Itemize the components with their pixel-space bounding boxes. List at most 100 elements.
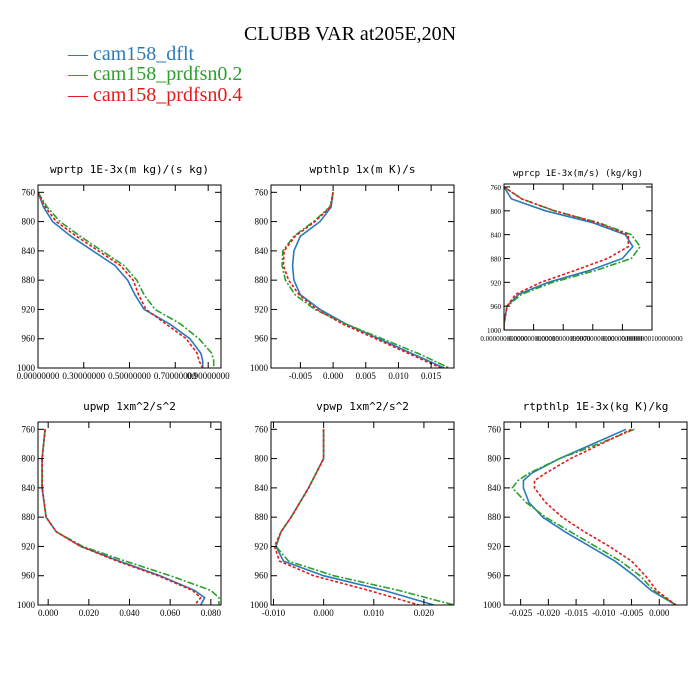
panel-2-series-2 xyxy=(504,186,630,330)
panels: wprtp 1E-3x(m kg)/(s kg) 760 800 840 880 920 9… xyxy=(17,163,688,618)
panel-frame-4 xyxy=(270,421,455,606)
panel-0-ytick-1: 800 xyxy=(22,217,36,227)
panel-0-series-2 xyxy=(38,191,204,368)
panel-0-ytick-0: 760 xyxy=(22,187,36,197)
panel-5-ytick-6: 1000 xyxy=(483,600,502,610)
panel-5-ytick-5: 960 xyxy=(488,571,502,581)
panel-5-xtick-3: -0.010 xyxy=(592,608,616,618)
panel-5-xtick-5: 0.000 xyxy=(649,608,670,618)
panel-0-ytick-5: 960 xyxy=(22,334,36,344)
panel-0-series-1 xyxy=(38,191,215,368)
panel-2-xtick-5: 0.0000000100000000 xyxy=(621,335,683,343)
panel-4-series-2 xyxy=(273,429,420,605)
panel-1-series-2 xyxy=(282,192,442,368)
panel-4-ytick-5: 960 xyxy=(255,571,269,581)
panel-2-ytick-3: 880 xyxy=(491,255,502,263)
panel-1-xtick-0: -0.005 xyxy=(289,371,313,381)
panel-3-ytick-3: 880 xyxy=(22,512,36,522)
panel-1-series-0 xyxy=(291,192,445,368)
panel-1-ytick-2: 840 xyxy=(255,246,269,256)
panel-3-ytick-5: 960 xyxy=(22,571,36,581)
panel-2-ytick-5: 960 xyxy=(491,303,502,311)
panel-1-series-1 xyxy=(281,192,450,368)
panel-3-series-1 xyxy=(41,429,220,605)
panel-4-xtick-2: 0.010 xyxy=(364,608,385,618)
panel-5: rtpthlp 1E-3x(kg K)/kg 760 800 840 880 920 960… xyxy=(483,400,688,618)
panel-title-3: upwp 1xm^2/s^2 xyxy=(83,400,176,413)
panel-4-series-1 xyxy=(275,429,454,605)
legend: — cam158_dflt— cam158_prdfsn0.2— cam158_… xyxy=(67,43,242,106)
panel-0-xtick-2: 0.50000000 xyxy=(108,371,151,381)
panel-2-ytick-2: 840 xyxy=(491,232,502,240)
panel-4-ytick-4: 920 xyxy=(255,541,269,551)
panel-title-4: vpwp 1xm^2/s^2 xyxy=(316,400,409,413)
panel-3-ytick-1: 800 xyxy=(22,454,36,464)
panel-0-xtick-1: 0.30000000 xyxy=(62,371,105,381)
panel-frame-5 xyxy=(503,421,688,606)
panel-2-xtick-2: 0.00000000099970 xyxy=(536,335,591,343)
panel-4: vpwp 1xm^2/s^2 760 800 840 880 920 960 1000-0.0… xyxy=(250,400,455,618)
panel-5-ytick-0: 760 xyxy=(488,424,502,434)
panel-5-series-1 xyxy=(511,428,677,605)
panel-5-ytick-2: 840 xyxy=(488,483,502,493)
panel-2-ytick-1: 800 xyxy=(491,208,502,216)
panel-2-ytick-6: 1000 xyxy=(487,327,502,335)
panel-3-xtick-4: 0.080 xyxy=(201,608,222,618)
panel-2-xtick-3: 0.00000000000 xyxy=(571,335,615,343)
panel-title-2: wprcp 1E-3x(m/s) (kg/kg) xyxy=(513,169,643,179)
panel-5-series-2 xyxy=(533,428,677,605)
panel-2-series-1 xyxy=(504,186,642,330)
panel-1-ytick-3: 880 xyxy=(255,275,269,285)
panel-2-xtick-0: 0.000000000000 xyxy=(480,335,528,343)
panel-5-series-0 xyxy=(522,428,677,605)
panel-title-5: rtpthlp 1E-3x(kg K)/kg xyxy=(523,400,669,413)
panel-4-xtick-3: 0.020 xyxy=(414,608,435,618)
figure-title: CLUBB VAR at205E,20N xyxy=(244,23,456,45)
panel-3-ytick-4: 920 xyxy=(22,541,36,551)
panel-0-xtick-3: 0.70000000 xyxy=(154,371,197,381)
panel-0-ytick-2: 840 xyxy=(22,246,36,256)
panel-2-xtick-1: 0.0000000000010 xyxy=(508,335,559,343)
panel-3-ytick-2: 840 xyxy=(22,483,36,493)
panel-4-ytick-6: 1000 xyxy=(250,600,269,610)
legend-entry-0: — cam158_dflt xyxy=(67,43,195,65)
legend-entry-1: — cam158_prdfsn0.2 xyxy=(67,63,242,85)
panel-0-series-0 xyxy=(38,192,204,368)
panel-5-xtick-0: -0.025 xyxy=(509,608,533,618)
panel-4-ytick-3: 880 xyxy=(255,512,269,522)
panel-4-ytick-1: 800 xyxy=(255,454,269,464)
panel-3-xtick-3: 0.060 xyxy=(160,608,181,618)
panel-1-xtick-4: 0.015 xyxy=(421,371,442,381)
panel-1-xtick-1: 0.000 xyxy=(323,371,344,381)
panel-1: wpthlp 1x(m K)/s 760 800 840 880 920 960 1000 -0… xyxy=(250,163,455,381)
panel-1-ytick-0: 760 xyxy=(255,187,269,197)
panel-3: upwp 1xm^2/s^2 760 800 840 880 920 960 10000.00… xyxy=(17,400,222,618)
panel-frame-2 xyxy=(503,183,653,331)
panel-1-xtick-2: 0.005 xyxy=(356,371,377,381)
panel-1-ytick-1: 800 xyxy=(255,217,269,227)
panel-5-xtick-2: -0.015 xyxy=(564,608,588,618)
panel-4-xtick-1: 0.000 xyxy=(314,608,335,618)
panel-0-ytick-6: 1000 xyxy=(17,363,36,373)
panel-1-ytick-5: 960 xyxy=(255,334,269,344)
panel-4-xtick-0: -0.010 xyxy=(262,608,286,618)
panel-0-ytick-4: 920 xyxy=(22,304,36,314)
panel-2-ytick-4: 920 xyxy=(491,279,502,287)
panel-3-ytick-0: 760 xyxy=(22,424,36,434)
panel-title-0: wprtp 1E-3x(m kg)/(s kg) xyxy=(50,163,209,176)
panel-4-series-0 xyxy=(275,429,435,605)
panel-5-ytick-4: 920 xyxy=(488,541,502,551)
panel-5-xtick-1: -0.020 xyxy=(537,608,561,618)
panel-4-ytick-0: 760 xyxy=(255,424,269,434)
panel-3-ytick-6: 1000 xyxy=(17,600,36,610)
panel-1-ytick-6: 1000 xyxy=(250,363,269,373)
legend-entry-2: — cam158_prdfsn0.4 xyxy=(67,84,242,106)
panel-2-series-0 xyxy=(504,186,634,330)
panel-5-xtick-4: -0.005 xyxy=(620,608,644,618)
panel-2-ytick-0: 760 xyxy=(491,184,502,192)
panel-1-ytick-4: 920 xyxy=(255,304,269,314)
panel-frame-3 xyxy=(37,421,222,606)
panel-0-ytick-3: 880 xyxy=(22,275,36,285)
panel-4-ytick-2: 840 xyxy=(255,483,269,493)
